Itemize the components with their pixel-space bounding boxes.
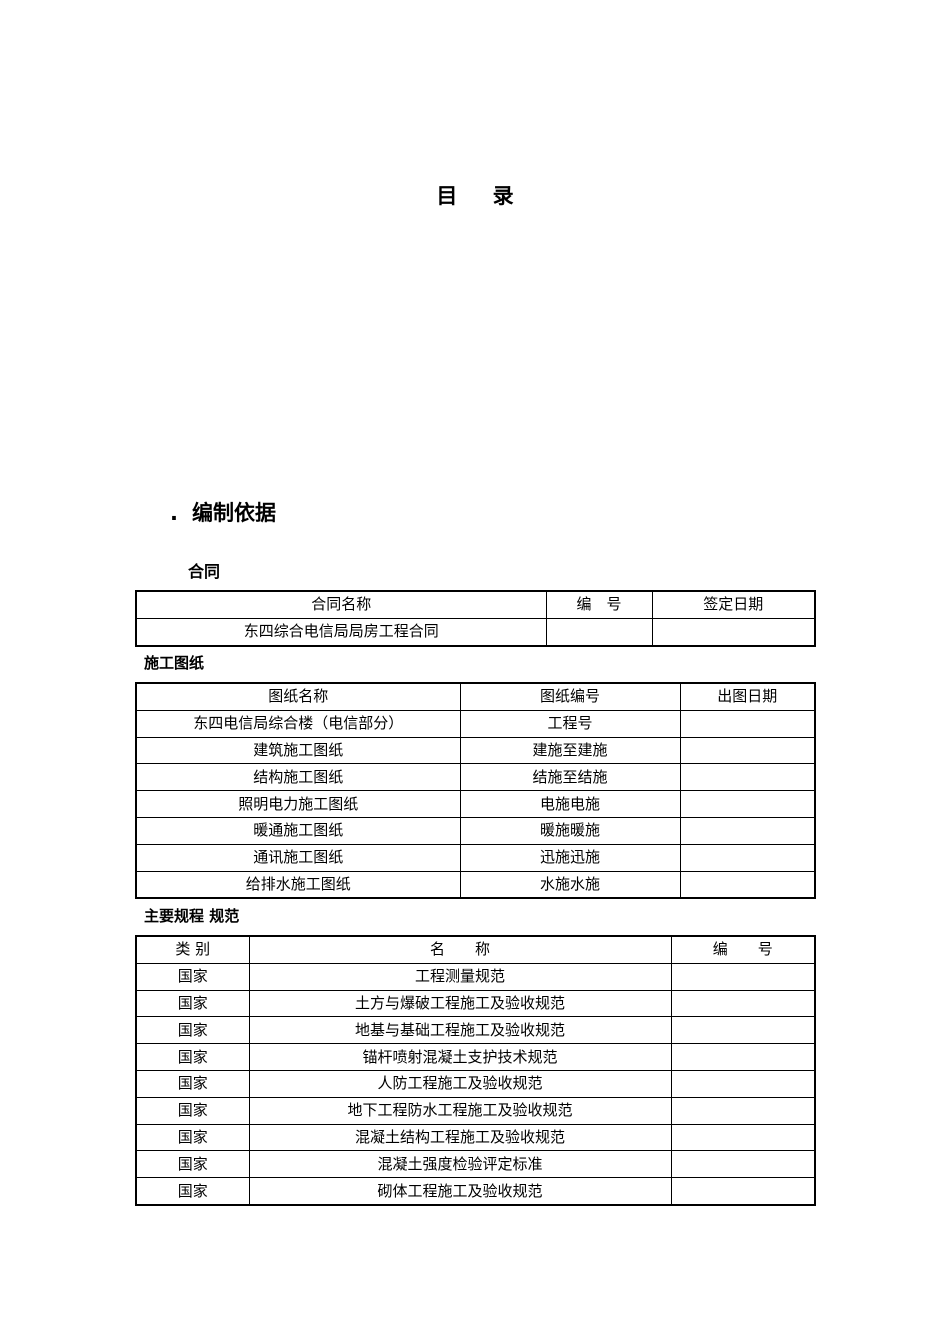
table-cell xyxy=(545,617,653,647)
table-cell: 迅施迅施 xyxy=(459,843,681,872)
table-cell xyxy=(670,1123,816,1152)
table-cell xyxy=(679,816,816,845)
table-cell: 国家 xyxy=(135,1123,250,1152)
standards-table: 类 别名 称编 号国家 工程测量规范 国家 土方与爆破工程施工及验收规范 国家 地基与基础… xyxy=(135,935,816,1206)
table-row: 国家 砌体工程施工及验收规范 xyxy=(135,1177,816,1206)
table-row: 给排水施工图纸 水施水施 xyxy=(135,870,816,899)
table-cell: 国家 xyxy=(135,1069,250,1098)
column-header: 出图日期 xyxy=(679,682,816,711)
table-cell: 混凝土强度检验评定标准 xyxy=(248,1150,672,1179)
drawings-heading: 施工图纸 xyxy=(144,654,205,672)
table-cell: 国家 xyxy=(135,989,250,1018)
table-row: 国家 地基与基础工程施工及验收规范 xyxy=(135,1016,816,1045)
table-row: 通讯施工图纸 迅施迅施 xyxy=(135,843,816,872)
table-cell: 建施至建施 xyxy=(459,736,681,765)
table-row: 国家 土方与爆破工程施工及验收规范 xyxy=(135,989,816,1018)
table-cell xyxy=(670,989,816,1018)
table-cell: 混凝土结构工程施工及验收规范 xyxy=(248,1123,672,1152)
header-row: 图纸名称 图纸编号 出图日期 xyxy=(135,682,816,711)
column-header: 合同名称 xyxy=(135,590,547,619)
table-cell xyxy=(679,870,816,899)
table-cell: 砌体工程施工及验收规范 xyxy=(248,1177,672,1206)
table-cell xyxy=(679,736,816,765)
table-cell: 通讯施工图纸 xyxy=(135,843,461,872)
table-cell: 地下工程防水工程施工及验收规范 xyxy=(248,1096,672,1125)
table-cell: 国家 xyxy=(135,1016,250,1045)
table-cell: 水施水施 xyxy=(459,870,681,899)
column-header: 编 号 xyxy=(670,935,816,964)
table-cell: 工程测量规范 xyxy=(248,962,672,991)
table-row: 东四综合电信局局房工程合同 xyxy=(135,617,816,647)
table-cell xyxy=(651,617,816,647)
table-row: 国家 混凝土强度检验评定标准 xyxy=(135,1150,816,1179)
table-cell: 照明电力施工图纸 xyxy=(135,790,461,818)
table-cell: 暖施暖施 xyxy=(459,816,681,845)
table-cell xyxy=(679,763,816,792)
column-header: 图纸名称 xyxy=(135,682,461,711)
table-cell: 东四综合电信局局房工程合同 xyxy=(135,617,547,647)
table-cell xyxy=(679,790,816,818)
table-cell: 电施电施 xyxy=(459,790,681,818)
table-cell: 锚杆喷射混凝土支护技术规范 xyxy=(248,1043,672,1071)
table-cell: 土方与爆破工程施工及验收规范 xyxy=(248,989,672,1018)
header-row: 合同名称编 号签定日期 xyxy=(135,590,816,619)
table-row: 国家 地下工程防水工程施工及验收规范 xyxy=(135,1096,816,1125)
table-cell xyxy=(670,1177,816,1206)
header-row: 类 别名 称编 号 xyxy=(135,935,816,964)
table-row: 国家 混凝土结构工程施工及验收规范 xyxy=(135,1123,816,1152)
section-heading: . 编制依据 xyxy=(170,497,276,527)
table-row: 国家 人防工程施工及验收规范 xyxy=(135,1069,816,1098)
table-cell: 国家 xyxy=(135,1150,250,1179)
table-row: 照明电力施工图纸 电施电施 xyxy=(135,790,816,818)
contract-heading: 合同 xyxy=(188,562,221,581)
column-header: 编 号 xyxy=(545,590,653,619)
table-row: 国家 锚杆喷射混凝土支护技术规范 xyxy=(135,1043,816,1071)
table-cell xyxy=(670,1016,816,1045)
drawings-table: 图纸名称 图纸编号 出图日期 东四电信局综合楼（电信部分） 工程号 建筑施工图纸 建施至建施… xyxy=(135,682,816,900)
table-cell: 国家 xyxy=(135,1096,250,1125)
table-row: 建筑施工图纸 建施至建施 xyxy=(135,736,816,765)
table-cell: 国家 xyxy=(135,1177,250,1206)
table-cell: 国家 xyxy=(135,1043,250,1071)
column-header: 图纸编号 xyxy=(459,682,681,711)
table-row: 结构施工图纸 结施至结施 xyxy=(135,763,816,792)
table-cell: 建筑施工图纸 xyxy=(135,736,461,765)
column-header: 类 别 xyxy=(135,935,250,964)
standards-heading: 主要规程 规范 xyxy=(144,907,240,925)
table-cell: 给排水施工图纸 xyxy=(135,870,461,899)
table-cell: 结构施工图纸 xyxy=(135,763,461,792)
contract-table: 合同名称编 号签定日期 东四综合电信局局房工程合同 xyxy=(135,590,816,647)
table-cell xyxy=(670,1096,816,1125)
table-cell xyxy=(679,709,816,738)
page-title: 目 录 xyxy=(436,183,528,208)
table-cell: 暖通施工图纸 xyxy=(135,816,461,845)
section-title: 编制依据 xyxy=(191,501,276,525)
table-cell: 工程号 xyxy=(459,709,681,738)
table-cell: 地基与基础工程施工及验收规范 xyxy=(248,1016,672,1045)
table-cell: 人防工程施工及验收规范 xyxy=(248,1069,672,1098)
table-row: 东四电信局综合楼（电信部分） 工程号 xyxy=(135,709,816,738)
column-header: 名 称 xyxy=(248,935,672,964)
table-cell: 国家 xyxy=(135,962,250,991)
table-row: 暖通施工图纸 暖施暖施 xyxy=(135,816,816,845)
table-cell: 结施至结施 xyxy=(459,763,681,792)
column-header: 签定日期 xyxy=(651,590,816,619)
table-cell: 东四电信局综合楼（电信部分） xyxy=(135,709,461,738)
table-cell xyxy=(670,962,816,991)
section-number: . xyxy=(170,501,178,525)
table-cell xyxy=(670,1043,816,1071)
table-cell xyxy=(679,843,816,872)
table-row: 国家 工程测量规范 xyxy=(135,962,816,991)
table-cell xyxy=(670,1150,816,1179)
table-cell xyxy=(670,1069,816,1098)
